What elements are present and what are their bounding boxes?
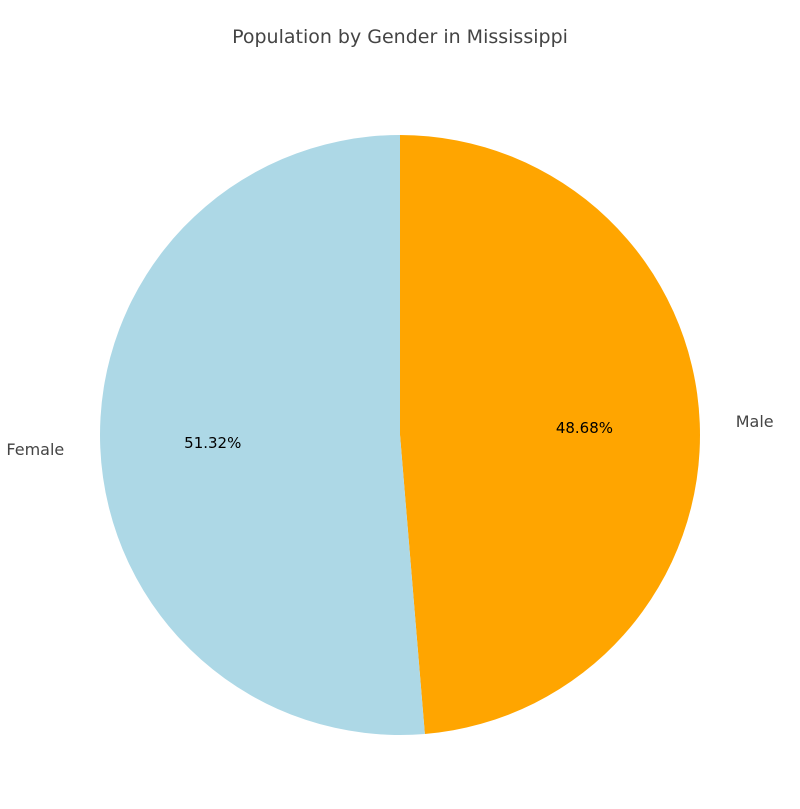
slice-label-male: Male [736,412,774,431]
slice-pct-female: 51.32% [184,434,241,452]
pie-chart-container: Population by Gender in Mississippi Male… [0,0,800,809]
pie-svg [0,0,800,809]
slice-label-female: Female [4,440,64,459]
pie-slice-female [100,135,425,735]
pie-slice-male [400,135,700,734]
slice-pct-male: 48.68% [556,419,613,437]
